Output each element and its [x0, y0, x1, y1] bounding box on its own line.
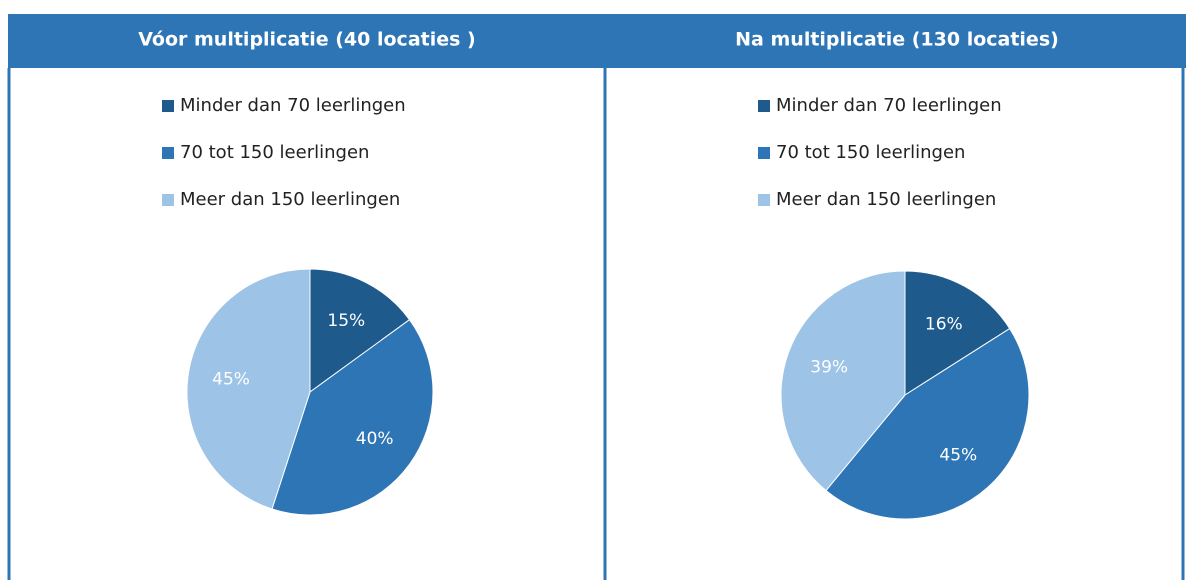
legend-swatch	[758, 100, 770, 112]
legend-swatch	[162, 100, 174, 112]
legend-label: Meer dan 150 leerlingen	[180, 189, 400, 210]
legend-swatch	[758, 194, 770, 206]
legend-swatch	[162, 147, 174, 159]
legend-label: 70 tot 150 leerlingen	[180, 142, 369, 163]
legend-label: Minder dan 70 leerlingen	[180, 95, 406, 116]
pie-slice	[186, 268, 311, 510]
legend-swatch	[758, 147, 770, 159]
pie-slice	[904, 270, 1011, 396]
data-label: 45%	[939, 445, 977, 465]
header-bar	[8, 14, 1186, 68]
data-label: 40%	[356, 429, 394, 449]
pie-slice	[271, 319, 434, 516]
pie-slice	[309, 268, 411, 393]
data-label: 15%	[327, 311, 365, 331]
data-label: 39%	[810, 358, 848, 378]
data-label: 45%	[212, 369, 250, 389]
chart-title: Vóor multiplicatie (40 locaties )	[138, 29, 475, 51]
legend-label: Meer dan 150 leerlingen	[776, 189, 996, 210]
pie-slice	[780, 270, 906, 492]
legend-swatch	[162, 194, 174, 206]
legend-label: Minder dan 70 leerlingen	[776, 95, 1002, 116]
data-label: 16%	[925, 314, 963, 334]
pie-slice	[825, 327, 1030, 520]
legend-label: 70 tot 150 leerlingen	[776, 142, 965, 163]
chart-title: Na multiplicatie (130 locaties)	[735, 29, 1059, 51]
